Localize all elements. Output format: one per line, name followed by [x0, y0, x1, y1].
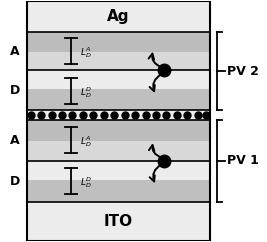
- Bar: [27, 180, 210, 202]
- Text: A: A: [10, 45, 20, 58]
- Bar: [27, 202, 210, 241]
- Bar: [27, 32, 210, 70]
- Text: D: D: [10, 84, 20, 98]
- Bar: [27, 110, 210, 120]
- Text: $L_D^A$: $L_D^A$: [80, 45, 92, 60]
- Bar: [27, 120, 210, 161]
- Bar: [27, 120, 210, 142]
- Bar: [27, 161, 210, 202]
- Text: D: D: [10, 175, 20, 188]
- Bar: [27, 32, 210, 53]
- Text: PV 2: PV 2: [227, 65, 259, 78]
- Bar: [27, 70, 210, 110]
- Text: $L_D^A$: $L_D^A$: [80, 134, 92, 149]
- Text: $L_D^D$: $L_D^D$: [80, 85, 93, 100]
- Bar: [27, 1, 210, 32]
- Text: $L_D^D$: $L_D^D$: [80, 175, 93, 190]
- Bar: [27, 89, 210, 110]
- Text: Ag: Ag: [107, 9, 129, 24]
- Text: PV 1: PV 1: [227, 154, 259, 167]
- Text: A: A: [10, 134, 20, 147]
- Text: ITO: ITO: [104, 214, 133, 229]
